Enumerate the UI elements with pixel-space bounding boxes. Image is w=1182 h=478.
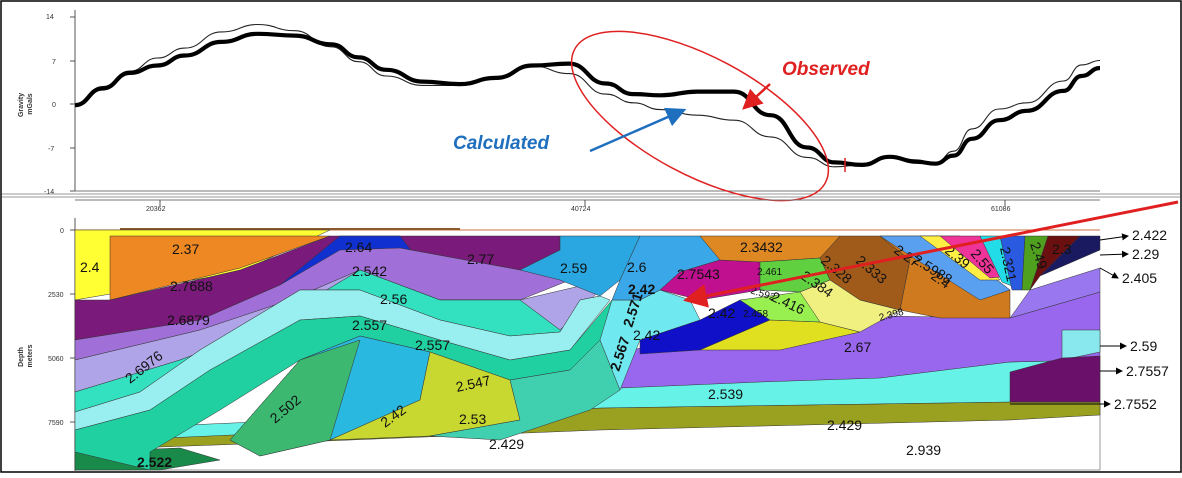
calculated-annotation: Calculated [453,133,549,154]
right-label: 2.29 [1132,246,1159,262]
density-label: 2.7688 [170,278,213,294]
density-label: 2.547 [454,372,492,395]
gravity-curves [74,23,1101,168]
density-label: 2.539 [708,386,743,402]
density-label: 2.42 [628,281,655,297]
depth-panel: 20362 40724 61086 0 2530 5060 7590 Depth… [18,199,1179,472]
density-label: 2.4 [80,259,100,275]
target-red-arrow [683,200,1179,308]
density-label: 2.77 [467,251,494,267]
gravity-ylabel-line2: mGals [27,93,34,115]
density-label: 2.429 [827,417,862,433]
density-label: 2.67 [844,339,871,355]
density-label: 2.42 [633,327,660,343]
body-orange-237 [109,235,331,301]
density-label: 2.64 [345,239,372,255]
density-label: 2.429 [489,436,524,452]
observed-arrow [742,83,771,110]
density-label: 2.37 [172,241,199,257]
right-label: 2.7552 [1114,396,1157,412]
body-right-purple [1009,355,1101,403]
density-label: 2.939 [906,442,941,458]
misfit-highlight-ellipse [570,30,830,202]
right-edge-labels: 2.422 2.29 2.405 2.59 2.7557 2.7552 [1010,227,1169,412]
observed-gravity-curve [74,31,1101,167]
density-label: 2.557 [415,337,450,353]
gravity-y-ticks: 14 7 0 -7 -14 [44,14,75,196]
density-label: 2.6879 [167,312,210,328]
gravity-ytick-label: 7 [52,59,56,66]
density-label: 2.458 [743,309,768,320]
density-label: 2.557 [352,317,387,333]
density-label: 2.461 [757,267,782,278]
depth-x-ticks: 20362 40724 61086 [146,200,1011,213]
density-label: 2.522 [137,454,172,470]
density-label: 2.542 [352,263,387,279]
right-label: 2.422 [1132,227,1167,243]
gravity-panel: 14 7 0 -7 -14 Gravity mGals Observed Cal… [2,10,1180,202]
gravity-ytick-label: -14 [44,189,54,196]
density-label: 2.321 [997,245,1020,283]
density-label: 2.53 [459,411,486,427]
density-label: 2.56 [380,291,407,307]
depth-ytick-label: 2530 [48,292,64,299]
body-navy-2422 [1039,235,1101,277]
right-label: 2.7557 [1126,363,1169,379]
observed-annotation: Observed [782,59,870,80]
depth-ytick-label: 5060 [48,356,64,363]
density-label: 2.42 [708,305,735,321]
depth-xtick-label: 40724 [571,206,591,213]
gravity-ytick-label: 14 [46,14,54,21]
geologic-bodies [74,229,1101,471]
calculated-arrow [589,107,687,153]
depth-ytick-label: 0 [60,228,64,235]
depth-ytick-label: 7590 [48,420,64,427]
density-label: 2.3 [1052,241,1072,257]
depth-ylabel-line2: meters [27,344,34,367]
depth-xtick-label: 20362 [146,206,166,213]
right-label: 2.405 [1122,270,1157,286]
depth-y-axis-label: Depth meters [18,344,34,367]
depth-xtick-label: 61086 [991,206,1011,213]
density-label: 2.6 [627,259,647,275]
body-green-wedge [229,339,361,457]
gravity-ytick-label: -7 [48,146,54,153]
density-label: 2.7543 [677,266,720,282]
body-right-cyan [1061,329,1101,361]
calculated-gravity-curve [74,23,1101,168]
depth-y-ticks: 0 2530 5060 7590 [48,228,75,427]
gravity-ytick-label: 0 [52,102,56,109]
depth-ylabel-line1: Depth [18,347,25,367]
right-label: 2.59 [1130,338,1157,354]
density-label: 2.3432 [740,239,783,255]
gravity-ylabel-line1: Gravity [18,93,25,117]
density-label: 2.59 [560,260,587,276]
gravity-y-axis-label: Gravity mGals [18,91,34,117]
